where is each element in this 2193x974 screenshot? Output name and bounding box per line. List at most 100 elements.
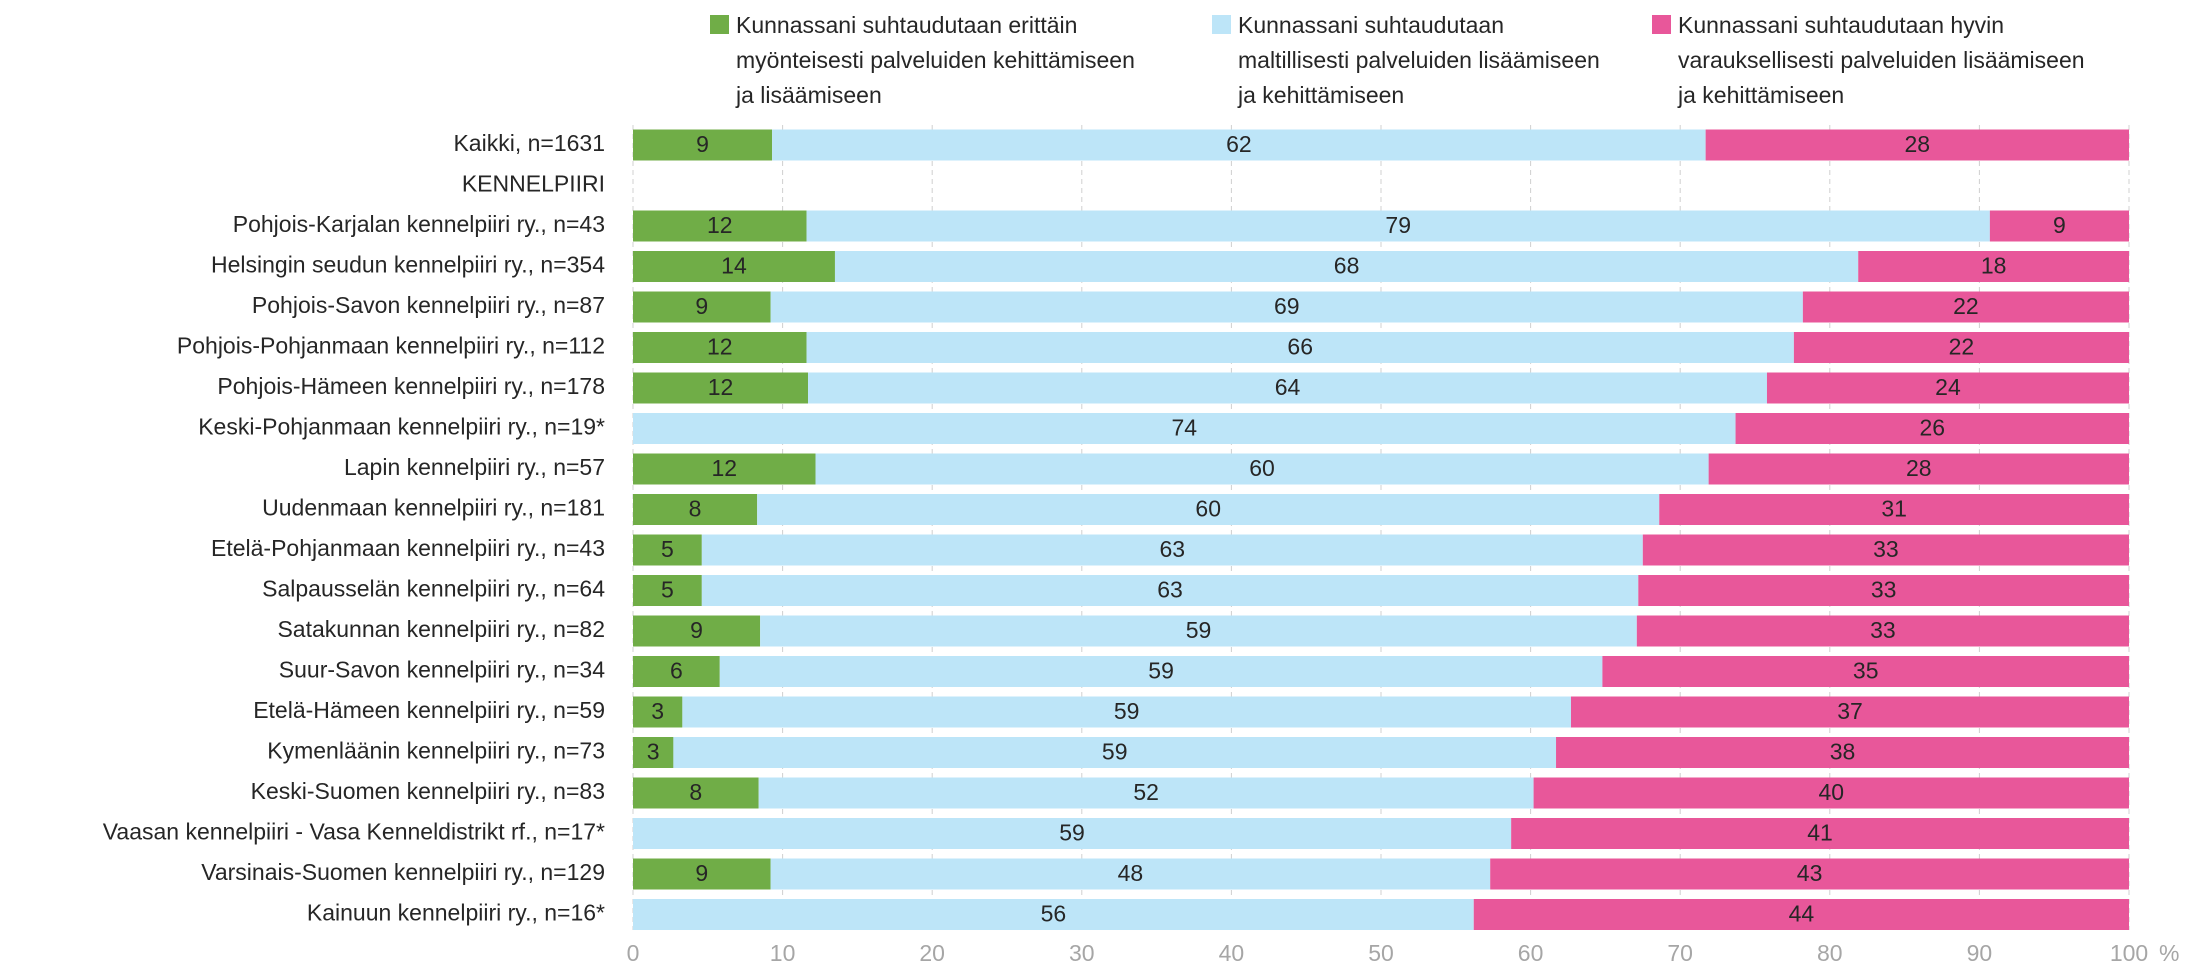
data-label: 9 bbox=[695, 860, 708, 886]
data-label: 33 bbox=[1871, 577, 1897, 603]
bar-segment bbox=[834, 251, 1859, 282]
data-label: 59 bbox=[1102, 739, 1128, 765]
bar-segment bbox=[1989, 210, 2129, 242]
bar-segment bbox=[770, 858, 1491, 890]
bar-segment bbox=[1570, 696, 2129, 728]
data-label: 28 bbox=[1906, 455, 1932, 481]
x-tick-label: 0 bbox=[627, 940, 640, 966]
y-tick-label: Keski-Pohjanmaan kennelpiiri ry., n=19* bbox=[198, 414, 605, 440]
data-label: 9 bbox=[2053, 212, 2066, 238]
y-tick-label: Etelä-Pohjanmaan kennelpiiri ry., n=43 bbox=[211, 535, 605, 561]
bar-segment bbox=[1659, 494, 2129, 525]
x-tick-label: 30 bbox=[1069, 940, 1095, 966]
y-tick-label: Etelä-Hämeen kennelpiiri ry., n=59 bbox=[253, 697, 605, 723]
bar-segment bbox=[633, 899, 1474, 930]
data-label: 56 bbox=[1041, 901, 1067, 927]
data-label: 12 bbox=[708, 374, 734, 400]
bar-segment bbox=[673, 737, 1557, 768]
x-tick-label: 70 bbox=[1667, 940, 1693, 966]
data-label: 33 bbox=[1870, 617, 1896, 643]
bar-segment bbox=[1802, 291, 2129, 323]
data-label: 43 bbox=[1797, 860, 1823, 886]
legend-swatch bbox=[710, 15, 729, 34]
bar-segment bbox=[1638, 575, 2129, 606]
bar-segment bbox=[758, 777, 1534, 809]
x-tick-label: 60 bbox=[1518, 940, 1544, 966]
data-label: 52 bbox=[1133, 779, 1159, 805]
data-label: 12 bbox=[707, 334, 733, 360]
data-label: 59 bbox=[1186, 617, 1212, 643]
bar-segment bbox=[633, 210, 807, 242]
data-label: 22 bbox=[1953, 293, 1979, 319]
legend-swatch bbox=[1212, 15, 1231, 34]
bar-segment bbox=[760, 615, 1637, 647]
data-label: 5 bbox=[661, 536, 674, 562]
bar-segment bbox=[1766, 372, 2129, 404]
data-label: 64 bbox=[1275, 374, 1301, 400]
bar-segment bbox=[772, 129, 1706, 161]
bar-segment bbox=[633, 129, 773, 161]
data-label: 12 bbox=[707, 212, 733, 238]
data-label: 12 bbox=[711, 455, 737, 481]
bar-segment bbox=[633, 818, 1512, 849]
data-label: 26 bbox=[1919, 415, 1945, 441]
data-label: 62 bbox=[1226, 131, 1252, 157]
bar-segment bbox=[633, 777, 759, 809]
y-tick-label: Suur-Savon kennelpiiri ry., n=34 bbox=[279, 657, 605, 683]
legend-item: Kunnassani suhtaudutaan maltillisesti pa… bbox=[1212, 8, 1608, 113]
bar-segment bbox=[808, 372, 1767, 404]
y-tick-label: Kainuun kennelpiiri ry., n=16* bbox=[307, 900, 605, 926]
bar-segment bbox=[1858, 251, 2129, 282]
bar-segment bbox=[806, 332, 1794, 363]
y-tick-label: KENNELPIIRI bbox=[462, 171, 605, 197]
bar-segment bbox=[633, 453, 816, 485]
data-label: 69 bbox=[1274, 293, 1300, 319]
data-label: 22 bbox=[1949, 334, 1975, 360]
y-tick-label: Vaasan kennelpiiri - Vasa Kenneldistrikt… bbox=[103, 819, 605, 845]
data-label: 37 bbox=[1837, 698, 1863, 724]
y-tick-label: Salpausselän kennelpiiri ry., n=64 bbox=[262, 576, 605, 602]
y-tick-label: Pohjois-Pohjanmaan kennelpiiri ry., n=11… bbox=[177, 333, 605, 359]
data-label: 9 bbox=[696, 131, 709, 157]
y-tick-label: Lapin kennelpiiri ry., n=57 bbox=[344, 454, 605, 480]
data-label: 59 bbox=[1059, 820, 1085, 846]
x-tick-label: 90 bbox=[1967, 940, 1993, 966]
data-label: 40 bbox=[1818, 779, 1844, 805]
y-tick-label: Uudenmaan kennelpiiri ry., n=181 bbox=[262, 495, 605, 521]
y-tick-label: Pohjois-Savon kennelpiiri ry., n=87 bbox=[252, 292, 605, 318]
data-label: 9 bbox=[690, 617, 703, 643]
y-tick-label: Pohjois-Karjalan kennelpiiri ry., n=43 bbox=[233, 211, 605, 237]
bar-segment bbox=[1642, 534, 2129, 566]
data-label: 44 bbox=[1789, 901, 1815, 927]
data-label: 41 bbox=[1807, 820, 1833, 846]
data-label: 63 bbox=[1157, 577, 1183, 603]
data-label: 48 bbox=[1118, 860, 1144, 886]
data-label: 59 bbox=[1114, 698, 1140, 724]
bar-segment bbox=[1533, 777, 2129, 809]
data-label: 33 bbox=[1873, 536, 1899, 562]
bar-segment bbox=[701, 534, 1643, 566]
bar-segment bbox=[815, 453, 1709, 485]
data-label: 60 bbox=[1195, 496, 1221, 522]
bar-segment bbox=[1473, 899, 2129, 930]
data-label: 28 bbox=[1905, 131, 1931, 157]
bar-segment bbox=[633, 291, 771, 323]
bar-segment bbox=[682, 696, 1571, 728]
data-label: 38 bbox=[1830, 739, 1856, 765]
bar-segment bbox=[633, 494, 758, 525]
bar-segment bbox=[633, 251, 835, 282]
data-label: 5 bbox=[661, 577, 674, 603]
bar-segment bbox=[1735, 413, 2129, 444]
bar-segment bbox=[633, 858, 771, 890]
y-tick-label: Keski-Suomen kennelpiiri ry., n=83 bbox=[251, 778, 605, 804]
y-tick-label: Pohjois-Hämeen kennelpiiri ry., n=178 bbox=[217, 373, 605, 399]
data-label: 79 bbox=[1385, 212, 1411, 238]
legend-label: Kunnassani suhtaudutaan maltillisesti pa… bbox=[1238, 12, 1600, 108]
x-tick-label: 10 bbox=[770, 940, 796, 966]
bar-segment bbox=[633, 575, 702, 606]
data-label: 31 bbox=[1881, 496, 1907, 522]
y-tick-label: Helsingin seudun kennelpiiri ry., n=354 bbox=[211, 252, 605, 278]
bar-segment bbox=[719, 656, 1603, 687]
data-label: 9 bbox=[695, 293, 708, 319]
